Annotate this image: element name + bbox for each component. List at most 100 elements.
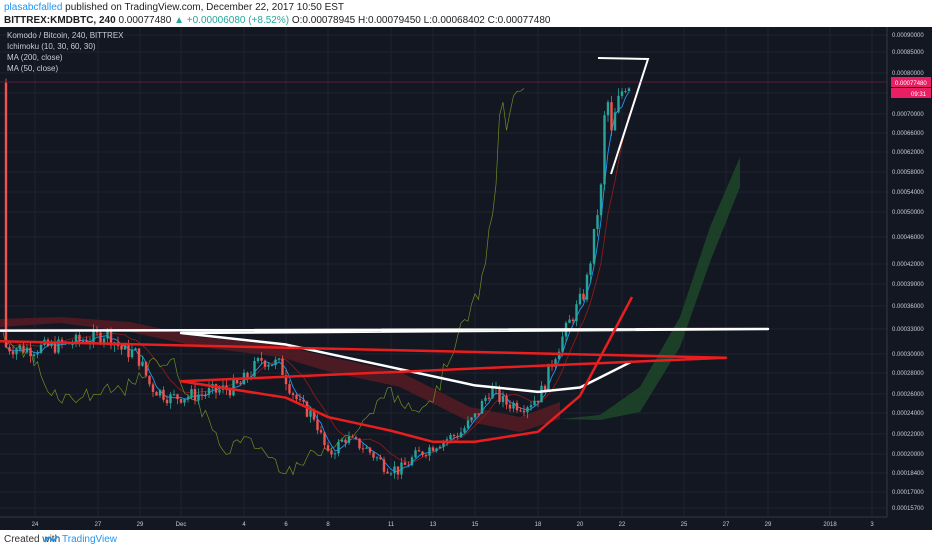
candle-body — [144, 361, 148, 376]
candle-body — [319, 430, 323, 433]
candle-body — [256, 358, 260, 361]
candle-body — [473, 413, 477, 418]
candle-body — [312, 410, 316, 420]
candle-body — [421, 451, 424, 456]
candle-body — [130, 350, 134, 358]
candle-body — [179, 398, 183, 403]
candle-body — [410, 457, 414, 466]
candle-body — [568, 319, 571, 323]
candle-body — [204, 394, 207, 396]
time-tick-label: 8 — [326, 522, 330, 528]
candle-body — [358, 438, 361, 449]
candle-body — [536, 400, 540, 403]
price-tick-label: 0.00030000 — [892, 352, 924, 358]
candle-body — [561, 336, 564, 352]
candle-body — [347, 436, 351, 443]
price-tick-label: 0.00058000 — [892, 170, 924, 176]
candle-body — [543, 385, 547, 391]
time-axis[interactable] — [0, 517, 887, 530]
candle-body — [361, 448, 365, 450]
candle-body — [274, 359, 277, 366]
legend-ma50[interactable]: MA (50, close) — [7, 64, 58, 73]
candle-body — [372, 452, 375, 458]
candle-body — [508, 404, 512, 409]
price-tick-label: 0.00024000 — [892, 411, 924, 417]
candle-body — [585, 274, 589, 300]
candle-body — [53, 342, 57, 353]
candle-body — [589, 263, 592, 275]
candle-body — [529, 405, 533, 408]
price-tick-label: 0.00054000 — [892, 190, 924, 196]
candle-body — [169, 394, 172, 404]
price-axis[interactable] — [887, 27, 932, 530]
candle-body — [431, 447, 435, 452]
candle-body — [232, 378, 235, 396]
candle-body — [326, 445, 330, 451]
time-tick-label: 11 — [388, 522, 395, 528]
time-tick-label: 29 — [137, 522, 144, 528]
candle-body — [183, 399, 186, 403]
candle-body — [484, 397, 487, 401]
candle-body — [263, 360, 267, 367]
price-tick-label: 0.00080000 — [892, 71, 924, 77]
candle-body — [428, 447, 431, 456]
candle-body — [456, 436, 459, 438]
candle-body — [29, 347, 32, 357]
time-tick-label: 27 — [723, 522, 730, 528]
candle-body — [309, 410, 312, 417]
candle-body — [340, 439, 344, 442]
chart-panel[interactable]: 0.000900000.000850000.000800000.00075000… — [0, 27, 932, 530]
candle-body — [228, 389, 232, 396]
candle-body — [39, 344, 43, 353]
time-tick-label: 29 — [765, 522, 772, 528]
price-tick-label: 0.00046000 — [892, 235, 924, 241]
candle-body — [620, 91, 624, 96]
lagging-span — [2, 88, 525, 476]
legend-ma200[interactable]: MA (200, close) — [7, 53, 63, 62]
candle-body — [603, 115, 606, 185]
candle-body — [505, 395, 508, 405]
candle-body — [449, 435, 452, 440]
candle-body — [246, 372, 249, 379]
ichimoku-cloud — [0, 157, 740, 432]
candle-body — [214, 384, 218, 393]
tradingview-brand[interactable]: TradingView — [62, 534, 118, 545]
time-tick-label: 27 — [95, 522, 102, 528]
candle-body — [417, 450, 421, 452]
candle-body — [316, 419, 319, 431]
candle-body — [260, 358, 263, 361]
candle-body — [18, 345, 22, 350]
price-tick-label: 0.00036000 — [892, 304, 924, 310]
candle-body — [155, 391, 158, 396]
candle-body — [344, 439, 347, 443]
created-with-text: Created with — [4, 534, 61, 545]
legend-title: Komodo / Bitcoin, 240, BITTREX — [7, 31, 124, 40]
candle-body — [519, 410, 522, 412]
candle-body — [613, 112, 617, 131]
candle-body — [354, 437, 358, 439]
candle-body — [71, 343, 74, 345]
candle-body — [414, 450, 417, 458]
pennant-drawing[interactable] — [597, 57, 650, 175]
candle-body — [547, 363, 550, 391]
price-tick-label: 0.00033000 — [892, 327, 924, 333]
candle-body — [172, 394, 176, 396]
candle-body — [109, 329, 113, 346]
author-link[interactable]: plasabcfalled — [4, 2, 63, 13]
candle-body — [442, 441, 445, 447]
legend: Komodo / Bitcoin, 240, BITTREX Ichimoku … — [7, 31, 124, 73]
candle-body — [92, 330, 95, 343]
candle-body — [151, 384, 155, 392]
price-tick-label: 0.00020000 — [892, 452, 924, 458]
candle-body — [281, 358, 284, 376]
candle-body — [512, 402, 515, 409]
legend-ichimoku[interactable]: Ichimoku (10, 30, 60, 30) — [7, 42, 96, 51]
price-tick-label: 0.00085000 — [892, 50, 924, 56]
low-value: L:0.00068402 — [423, 15, 485, 26]
candle-body — [120, 345, 123, 350]
close-value: C:0.00077480 — [487, 15, 551, 26]
time-tick-label: 20 — [577, 522, 584, 528]
candle-body — [557, 351, 561, 360]
candle-body — [4, 82, 8, 348]
price-chart[interactable]: 0.000900000.000850000.000800000.00075000… — [0, 27, 932, 530]
